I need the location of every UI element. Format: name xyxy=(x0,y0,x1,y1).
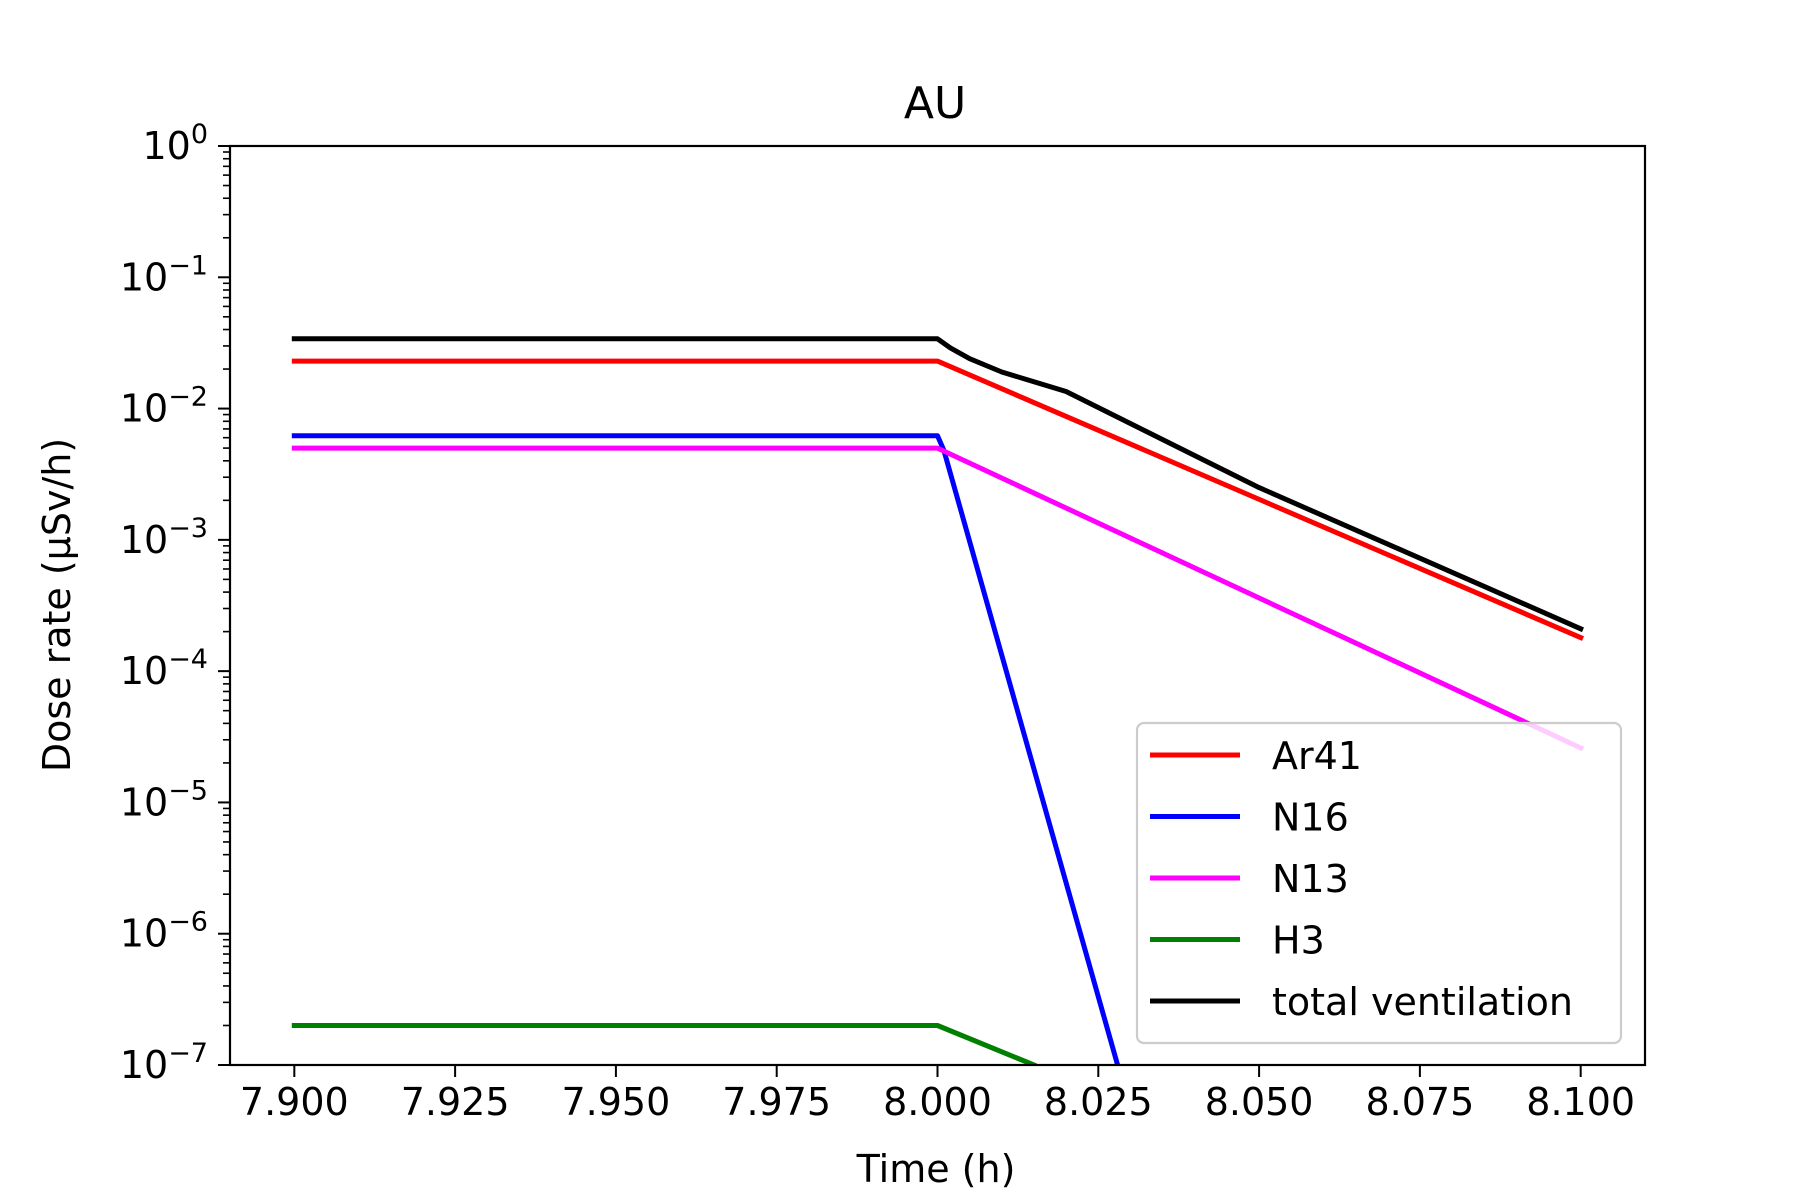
x-tick-label: 8.025 xyxy=(1044,1080,1153,1124)
x-tick-label: 8.100 xyxy=(1526,1080,1635,1124)
x-tick-label: 8.000 xyxy=(883,1080,992,1124)
x-axis-label: Time (h) xyxy=(856,1147,1016,1191)
y-tick-label: 10−1 xyxy=(120,250,208,299)
series-line-n16 xyxy=(291,433,1121,1065)
y-tick-label: 10−4 xyxy=(120,644,208,693)
x-tick-label: 8.050 xyxy=(1205,1080,1314,1124)
x-tick-label: 7.975 xyxy=(722,1080,831,1124)
y-tick-label: 10−5 xyxy=(120,775,208,824)
series-line-h3 xyxy=(291,1023,1038,1065)
y-tick-label: 10−2 xyxy=(120,382,208,431)
x-tick-label: 7.900 xyxy=(240,1080,349,1124)
legend-box xyxy=(1135,721,1623,1045)
chart-title: AU xyxy=(904,78,966,129)
x-tick-label: 7.950 xyxy=(562,1080,671,1124)
y-tick-label: 10−6 xyxy=(120,907,208,956)
x-tick-label: 8.075 xyxy=(1365,1080,1474,1124)
legend-label: N13 xyxy=(1272,857,1349,901)
series-line-total-ventilation xyxy=(291,336,1584,633)
x-axis: 7.900 7.925 7.950 7.975 8.000 8.025 8.050 8.075… xyxy=(240,1065,1635,1124)
y-tick-label: 10−3 xyxy=(120,513,208,562)
y-axis-label: Dose rate (μSv/h) xyxy=(35,438,79,772)
x-tick-label: 7.925 xyxy=(401,1080,510,1124)
series-line-ar41 xyxy=(291,358,1584,641)
series-line-n13 xyxy=(291,445,1585,752)
legend: Ar41 N16 N13 H3 total ventilation xyxy=(1135,721,1623,1045)
legend-label: Ar41 xyxy=(1272,734,1362,778)
y-tick-label: 10−7 xyxy=(120,1038,208,1087)
y-tick-label: 100 xyxy=(142,119,208,168)
series-layer xyxy=(291,336,1585,1065)
legend-label: total ventilation xyxy=(1272,980,1573,1024)
y-axis: 10−7 10−6 10−5 10−4 10−3 10−2 10−1 100 xyxy=(120,119,230,1087)
legend-label: H3 xyxy=(1272,919,1325,963)
legend-label: N16 xyxy=(1272,796,1349,840)
